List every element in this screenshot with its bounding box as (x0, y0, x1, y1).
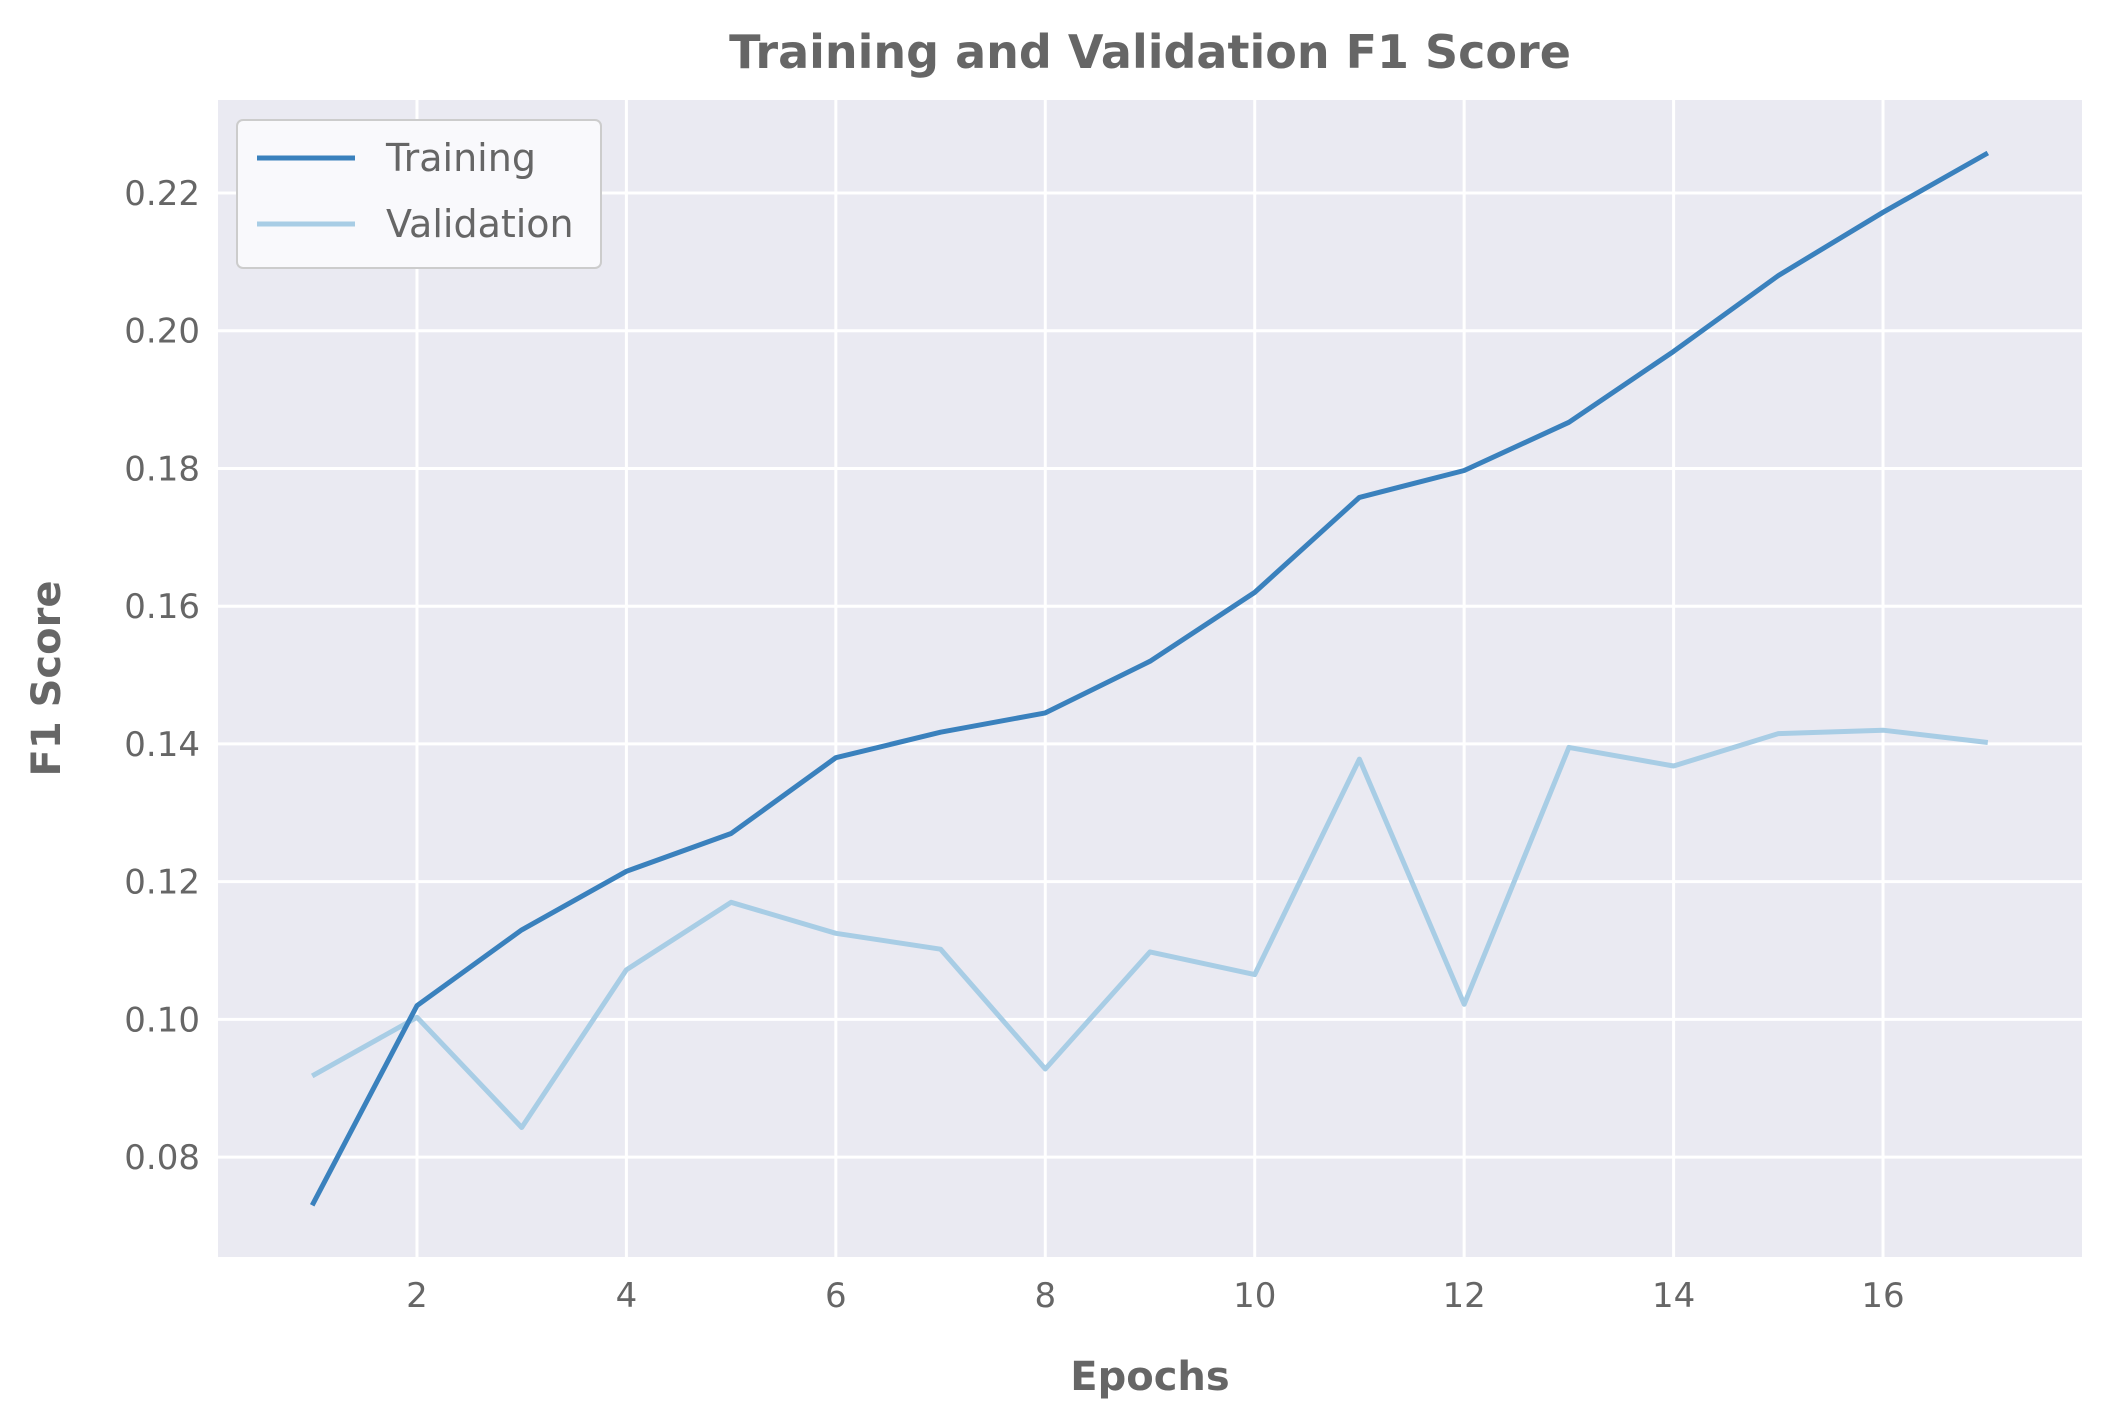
y-axis-label: F1 Score (24, 581, 70, 777)
chart-title: Training and Validation F1 Score (729, 25, 1571, 79)
x-tick-label: 12 (1443, 1276, 1486, 1316)
y-tick-label: 0.14 (124, 725, 200, 765)
series-lines (309, 150, 1990, 1207)
x-axis-label: Epochs (1070, 1354, 1229, 1400)
legend: Training Validation (236, 119, 602, 269)
tick-labels: 2 4 6 8 10 12 14 16 0.08 0.10 0.12 0.14 0.16 0.18 0.20… (124, 174, 1904, 1316)
series-line-training (309, 150, 1990, 1207)
x-tick-label: 14 (1652, 1276, 1695, 1316)
y-tick-label: 0.22 (124, 174, 200, 214)
y-tick-label: 0.16 (124, 587, 200, 627)
x-tick-label: 4 (616, 1276, 638, 1316)
x-tick-label: 8 (1034, 1276, 1056, 1316)
x-tick-label: 2 (406, 1276, 428, 1316)
y-tick-label: 0.18 (124, 449, 200, 489)
y-tick-label: 0.08 (124, 1138, 200, 1178)
legend-label-training: Training (385, 136, 536, 180)
y-tick-label: 0.12 (124, 863, 200, 903)
x-tick-label: 10 (1233, 1276, 1276, 1316)
y-tick-label: 0.10 (124, 1000, 200, 1040)
y-tick-label: 0.20 (124, 312, 200, 352)
series-line-validation (310, 727, 1989, 1130)
grid-lines (218, 100, 2082, 1257)
legend-label-validation: Validation (386, 202, 574, 246)
x-tick-label: 16 (1861, 1276, 1904, 1316)
plot-area (218, 100, 2082, 1257)
x-tick-label: 6 (825, 1276, 847, 1316)
